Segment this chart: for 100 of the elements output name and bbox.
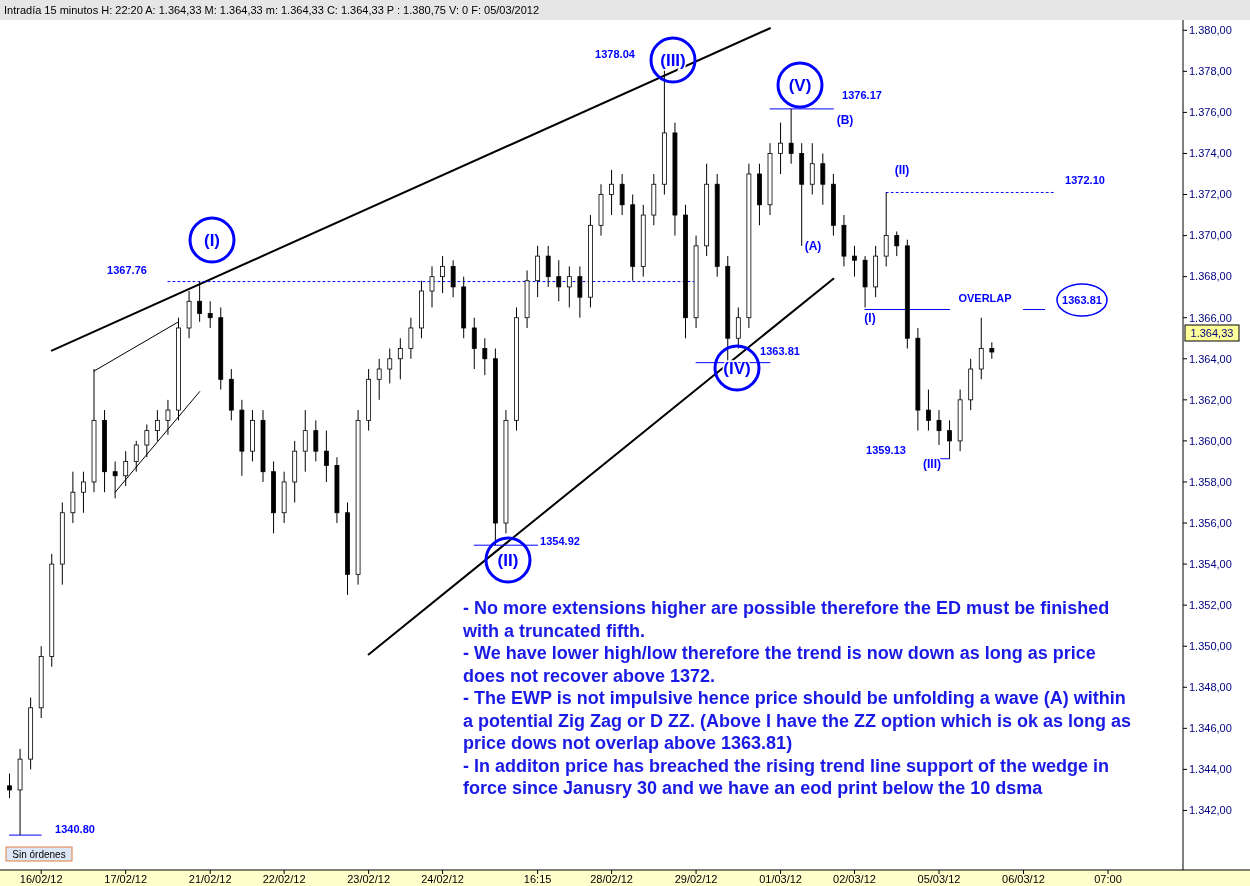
text: 1.364,33 (1190, 326, 1234, 339)
annotation: 1372.10 (1065, 173, 1105, 186)
candlestick (440, 255, 445, 294)
y-tick-label: 1.346,00 (1189, 722, 1232, 735)
y-tick-label: 1.372,00 (1189, 188, 1232, 201)
annotation: 1367.76 (107, 263, 147, 276)
y-tick-label: 1.360,00 (1189, 434, 1232, 447)
annotation: 1378.04 (595, 47, 636, 60)
y-tick-label: 1.350,00 (1189, 640, 1232, 653)
candlestick (556, 259, 562, 302)
annotation: OVERLAP (958, 291, 1012, 304)
y-tick-label: 1.364,00 (1189, 352, 1232, 365)
candlestick (947, 419, 952, 460)
candlestick (619, 173, 625, 216)
x-tick-label: 22/02/12 (262, 873, 306, 885)
annotation: (B) (836, 113, 854, 128)
annotation: (V) (788, 75, 812, 95)
x-tick-label: 06/03/12 (1002, 873, 1045, 885)
annotation: 1340.80 (55, 822, 95, 835)
candlestick (577, 265, 583, 319)
x-tick-label: 29/02/12 (674, 873, 718, 885)
annotation: 1376.17 (842, 88, 882, 101)
annotation: 1359.13 (866, 443, 906, 456)
x-tick-label: 16:15 (523, 873, 552, 885)
y-tick-label: 1.368,00 (1189, 270, 1232, 283)
y-tick-label: 1.366,00 (1189, 311, 1232, 324)
x-tick-label: 01/03/12 (759, 873, 802, 885)
y-tick-label: 1.342,00 (1189, 804, 1232, 817)
chart-title: Intradía 15 minutos H: 22:20 A: 1.364,33 M: 1.364,33 m: 1.364,33 C: 1.364,33 P : 1.380,75 V: 0 F: 05/03/2012 (4, 4, 540, 16)
candlestick (471, 317, 477, 370)
candlestick (788, 108, 794, 165)
y-tick-label: 1.378,00 (1189, 65, 1232, 78)
annotation: (I) (203, 230, 221, 250)
annotation: (II) (497, 550, 519, 570)
annotation: - The EWP is not impulsive hence price should be unfolding a wave (A) within a potential Zig Zag or D ZZ. (Above I have the ZZ option which is ok as long as price dows not overlap above 1363.81) (463, 688, 1132, 753)
annotation: 1363.81 (1062, 293, 1102, 306)
y-tick-label: 1.358,00 (1189, 475, 1232, 488)
candlestick (482, 337, 488, 376)
y-tick-label: 1.374,00 (1189, 147, 1232, 160)
candlestick (197, 281, 203, 323)
y-tick-label: 1.348,00 (1189, 681, 1232, 694)
candlestick (450, 259, 456, 298)
candlestick (81, 471, 86, 514)
y-tick-label: 1.380,00 (1189, 24, 1232, 37)
candlestick (123, 450, 129, 487)
y-tick-label: 1.354,00 (1189, 557, 1232, 570)
x-tick-label: 07:00 (1094, 873, 1122, 885)
x-tick-label: 28/02/12 (590, 873, 633, 885)
annotation: 1354.92 (540, 534, 580, 547)
candlestick (883, 191, 889, 267)
candlestick (609, 169, 614, 216)
annotation: (I) (864, 311, 876, 326)
candlestick (566, 265, 572, 308)
candlestick (429, 265, 435, 308)
annotation: (II) (894, 163, 910, 178)
candlestick (154, 409, 160, 442)
y-tick-label: 1.344,00 (1189, 763, 1232, 776)
candlestick (302, 409, 308, 473)
candlestick (207, 300, 213, 329)
candlestick (545, 245, 551, 288)
x-tick-label: 24/02/12 (421, 873, 464, 885)
x-tick-label: 02/03/12 (833, 873, 876, 885)
x-tick-label: 21/02/12 (188, 873, 232, 885)
annotation: (III) (923, 457, 941, 472)
candlestick (7, 773, 12, 799)
annotation: (IV) (723, 358, 751, 378)
y-tick-label: 1.356,00 (1189, 516, 1232, 529)
candlestick (408, 317, 414, 360)
candlestick (133, 440, 139, 473)
annotation: 1363.81 (760, 344, 800, 357)
y-tick-label: 1.362,00 (1189, 393, 1232, 406)
x-tick-label: 16/02/12 (19, 873, 63, 885)
annotation: Sin órdenes (12, 848, 66, 860)
annotation: (III) (660, 50, 686, 70)
candlestick (735, 306, 741, 349)
annotation: - In additon price has breached the rising trend line support of the wedge in force since Janusry 30 and we have an eod print below the 10 dsma (463, 755, 1110, 798)
annotation: - We have lower high/low therefore the trend is now down as long as price does not recover above 1372. (463, 643, 1096, 686)
candlestick (852, 245, 857, 278)
y-tick-label: 1.376,00 (1189, 106, 1232, 119)
candlestick (387, 348, 393, 384)
candlestick (313, 419, 319, 462)
x-tick-label: 17/02/12 (104, 873, 148, 885)
y-tick-label: 1.370,00 (1189, 229, 1232, 242)
x-tick-label: 05/03/12 (917, 873, 961, 885)
candlestick (70, 471, 76, 524)
candlestick (165, 399, 171, 436)
candlestick (820, 152, 826, 206)
candlestick (778, 122, 783, 175)
y-tick-label: 1.352,00 (1189, 598, 1232, 611)
candlestick (323, 430, 329, 483)
candlestick (926, 389, 931, 432)
annotation: (A) (804, 239, 822, 254)
candlestick (376, 358, 382, 401)
annotation: - No more extensions higher are possible therefore the ED must be finished with a truncated fifth. (462, 598, 1110, 641)
candlestick (978, 317, 984, 380)
x-tick-label: 23/02/12 (347, 873, 391, 885)
candlestick (144, 423, 150, 458)
candlestick (809, 142, 815, 196)
candlestick (936, 409, 942, 446)
candlestick (894, 230, 900, 257)
